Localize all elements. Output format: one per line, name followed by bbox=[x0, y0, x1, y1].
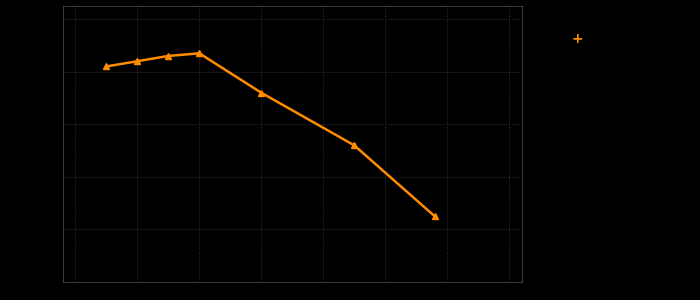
Text: +: + bbox=[572, 32, 583, 46]
